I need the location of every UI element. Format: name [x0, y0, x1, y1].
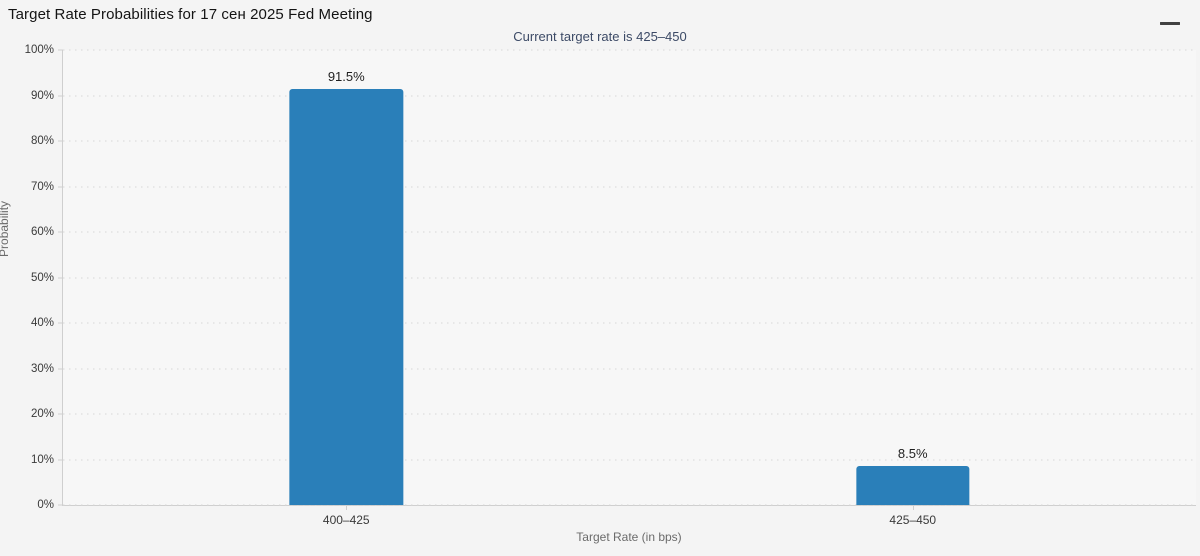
- y-tick-mark: [58, 277, 63, 278]
- y-tick-mark: [58, 95, 63, 96]
- gridline-60%: [63, 231, 1196, 233]
- hamburger-menu-icon[interactable]: [1160, 7, 1190, 25]
- y-tick-label-100%: 100%: [24, 44, 54, 56]
- y-tick-label-0%: 0%: [37, 499, 54, 511]
- y-tick-mark: [58, 413, 63, 415]
- bar-425–450[interactable]: [856, 466, 970, 505]
- x-tick-label-400–425: 400–425: [322, 513, 370, 527]
- gridline-20%: [63, 413, 1196, 415]
- y-tick-mark: [58, 186, 63, 187]
- chart-title: Target Rate Probabilities for 17 сен 202…: [8, 6, 373, 23]
- y-tick-mark: [58, 140, 63, 142]
- y-tick-label-80%: 80%: [30, 135, 54, 147]
- plot-area: 0% 10% 20% 30% 40% 50% 60% 70% 80% 90% 100% 91.5% 40…: [25, 44, 1196, 527]
- x-axis-title: Target Rate (in bps): [576, 530, 682, 544]
- y-tick-mark: [58, 231, 63, 233]
- bar-400–425[interactable]: [289, 88, 403, 505]
- gridline-10%: [63, 459, 1196, 460]
- y-tick-mark: [58, 459, 63, 460]
- y-tick-label-60%: 60%: [30, 226, 54, 238]
- gridline-40%: [63, 322, 1196, 324]
- y-tick-label-40%: 40%: [30, 317, 54, 329]
- y-tick-label-90%: 90%: [30, 89, 54, 102]
- x-tick-label-425–450: 425–450: [889, 513, 937, 527]
- y-tick-label-70%: 70%: [30, 180, 54, 193]
- y-tick-label-10%: 10%: [30, 453, 54, 466]
- x-tick-mark: [346, 505, 348, 510]
- bar-value-label: 91.5%: [327, 68, 365, 84]
- y-axis-title: Probability: [0, 200, 11, 257]
- gridline-70%: [63, 186, 1196, 187]
- bar-value-label: 8.5%: [897, 446, 928, 462]
- gridline-0%: [63, 504, 1196, 506]
- y-tick-label-50%: 50%: [30, 271, 54, 284]
- gridline-90%: [63, 95, 1196, 96]
- gridline-80%: [63, 140, 1196, 142]
- gridline-30%: [63, 368, 1196, 369]
- y-tick-mark: [58, 322, 63, 324]
- gridline-50%: [63, 277, 1196, 278]
- y-tick-mark: [58, 504, 63, 506]
- y-tick-mark: [58, 49, 63, 51]
- x-tick-mark: [912, 505, 914, 510]
- y-tick-label-20%: 20%: [30, 408, 54, 420]
- gridline-100%: [63, 49, 1196, 51]
- hamburger-bar: [1160, 21, 1180, 25]
- y-tick-label-30%: 30%: [30, 362, 54, 375]
- chart-subtitle: Current target rate is 425–450: [513, 29, 687, 44]
- y-tick-mark: [58, 368, 63, 369]
